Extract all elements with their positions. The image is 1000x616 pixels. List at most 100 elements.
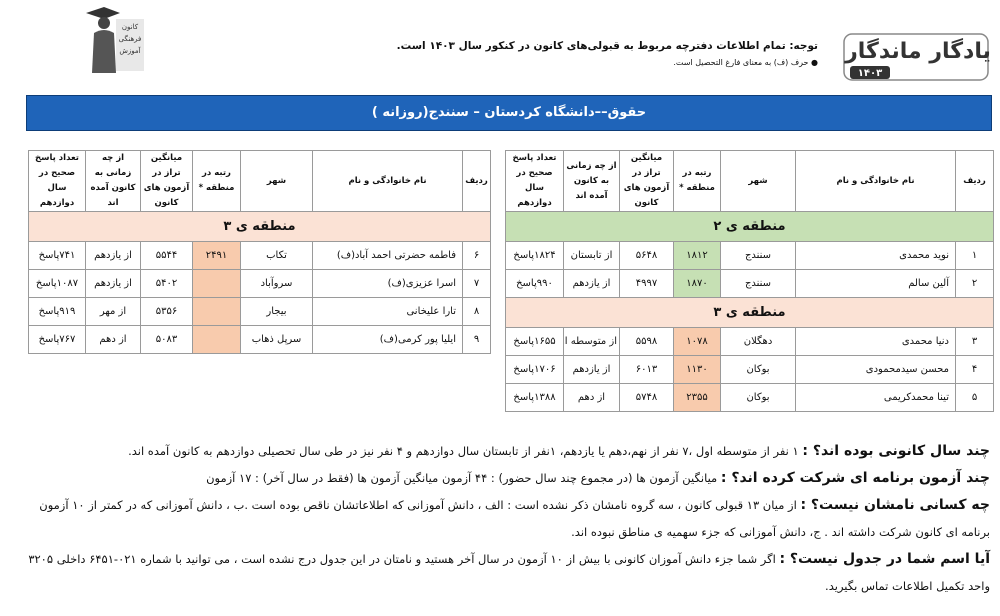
region-row: منطقه ی ۳	[28, 211, 491, 242]
joined-since: از دهم	[85, 325, 141, 354]
average-score: ۵۵۹۸	[619, 327, 674, 356]
region-label: منطقه ی ۳	[505, 297, 994, 328]
row-number: ۲	[955, 269, 994, 298]
city: بوکان	[720, 355, 796, 384]
data-row: ۶ فاطمه حضرتی احمد آباد(ف) تکاب ۲۴۹۱ ۵۵۴۴ از …	[28, 241, 491, 270]
row-number: ۴	[955, 355, 994, 384]
data-row: ۴ محسن سیدمحمودی بوکان ۱۱۳۰ ۶۰۱۳ از یازدهم ۱۷۰…	[505, 355, 994, 384]
brand-year: ۱۴۰۳	[858, 68, 882, 79]
logo-text: کانون	[122, 23, 139, 31]
column-header: از چه زمانی به کانون آمده اند	[563, 150, 620, 212]
column-header: تعداد پاسخ صحیح در سال دوازدهم	[28, 150, 86, 212]
average-score: ۵۵۴۴	[140, 241, 193, 270]
correct-answers: ۷۶۷پاسخ	[28, 325, 86, 354]
column-header: میانگین تراز در آزمون های کانون	[140, 150, 193, 212]
column-header: رتبه در منطقه *	[192, 150, 241, 212]
column-header: ردیف	[955, 150, 994, 212]
student-name: تینا محمدکریمی	[795, 383, 956, 412]
joined-since: از دهم	[563, 383, 620, 412]
faq-item: چند سال کانونی بوده اند؟ : ۱ نفر از متوس…	[28, 438, 990, 465]
year-badge	[850, 66, 890, 79]
faq-question: آیا اسم شما در جدول نیست؟ :	[779, 551, 990, 567]
joined-since: از یازدهم	[85, 241, 141, 270]
joined-since: از مهر	[85, 297, 141, 326]
average-score: ۵۶۴۸	[619, 241, 674, 270]
row-number: ۸	[462, 297, 491, 326]
student-name: نوید محمدی	[795, 241, 956, 270]
notice: توجه: تمام اطلاعات دفترچه مربوط به قبولی…	[396, 40, 818, 52]
student-name: دنیا محمدی	[795, 327, 956, 356]
row-number: ۶	[462, 241, 491, 270]
student-name: تارا علیخانی	[312, 297, 463, 326]
faq-question: چند آزمون برنامه ای شرکت کرده اند؟ :	[720, 470, 990, 486]
correct-answers: ۹۱۹پاسخ	[28, 297, 86, 326]
faq-answer: میانگین آزمون ها (در مجموع چند سال حضور)…	[206, 471, 718, 485]
correct-answers: ۱۳۸۸پاسخ	[505, 383, 564, 412]
student-name: اسرا عزیزی(ف)	[312, 269, 463, 298]
faq-item: چه کسانی نامشان نیست؟ : از میان ۱۳ قبولی…	[28, 492, 990, 546]
average-score: ۵۴۰۲	[140, 269, 193, 298]
correct-answers: ۹۹۰پاسخ	[505, 269, 564, 298]
correct-answers: ۱۶۵۵پاسخ	[505, 327, 564, 356]
average-score: ۵۰۸۳	[140, 325, 193, 354]
rank: ۱۰۷۸	[673, 327, 721, 356]
average-score: ۶۰۱۳	[619, 355, 674, 384]
column-header: میانگین تراز در آزمون های کانون	[619, 150, 674, 212]
region-row: منطقه ی ۳	[505, 297, 994, 328]
student-name: محسن سیدمحمودی	[795, 355, 956, 384]
results-table: ردیف نام خانوادگی و نام شهر رتبه در منطقه *…	[505, 150, 994, 412]
faq-question: چند سال کانونی بوده اند؟ :	[802, 443, 990, 459]
faq-item: آیا اسم شما در جدول نیست؟ : اگر شما جزء …	[28, 546, 990, 600]
student-name: فاطمه حضرتی احمد آباد(ف)	[312, 241, 463, 270]
correct-answers: ۷۴۱پاسخ	[28, 241, 86, 270]
student-name: آلین سالم	[795, 269, 956, 298]
rank	[192, 297, 241, 326]
gown	[92, 30, 116, 73]
faq-item: چند آزمون برنامه ای شرکت کرده اند؟ : میا…	[28, 465, 990, 492]
row-number: ۹	[462, 325, 491, 354]
cap	[86, 7, 120, 19]
banner: حقوق––دانشگاه کردستان – سنندج(روزانه )	[26, 95, 992, 131]
city: تکاب	[240, 241, 313, 270]
joined-since: از یازدهم	[563, 355, 620, 384]
average-score: ۴۹۹۷	[619, 269, 674, 298]
data-row: ۲ آلین سالم سنندج ۱۸۷۰ ۴۹۹۷ از یازدهم ۹۹۰پاسخ	[505, 269, 994, 298]
column-header: نام خانوادگی و نام	[795, 150, 956, 212]
average-score: ۵۷۴۸	[619, 383, 674, 412]
faq-answer: ۱ نفر از متوسطه اول ،۷ نفر از نهم،دهم یا…	[128, 444, 799, 458]
city: بوکان	[720, 383, 796, 412]
faq: چند سال کانونی بوده اند؟ : ۱ نفر از متوس…	[28, 438, 990, 600]
rank: ۱۱۳۰	[673, 355, 721, 384]
column-header: نام خانوادگی و نام	[312, 150, 463, 212]
logo-text: فرهنگی	[119, 34, 142, 43]
city: سنندج	[720, 241, 796, 270]
joined-since: از تابستان	[563, 241, 620, 270]
region-label: منطقه ی ۳	[28, 211, 491, 242]
data-row: ۱ نوید محمدی سنندج ۱۸۱۲ ۵۶۴۸ از تابستان ۱۸۲۴پا…	[505, 241, 994, 270]
note: ● حرف (ف) به معنای فارغ التحصیل است.	[673, 58, 818, 67]
joined-since: از یازدهم	[85, 269, 141, 298]
average-score: ۵۳۵۶	[140, 297, 193, 326]
faq-answer: از میان ۱۳ قبولی کانون ، سه گروه نامشان …	[39, 498, 990, 539]
faq-answer: اگر شما جزء دانش آموزان کانونی با بیش از…	[28, 552, 990, 593]
head	[98, 17, 110, 29]
column-header: شهر	[720, 150, 796, 212]
data-row: ۵ تینا محمدکریمی بوکان ۲۳۵۵ ۵۷۴۸ از دهم ۱۳۸۸پا…	[505, 383, 994, 412]
rank	[192, 269, 241, 298]
brand-name: یادگار ماندگار	[844, 37, 990, 64]
city: سنندج	[720, 269, 796, 298]
kanoon-logo: کانون فرهنگی آموزش	[86, 7, 144, 73]
rank: ۱۸۱۲	[673, 241, 721, 270]
rank: ۲۳۵۵	[673, 383, 721, 412]
joined-since: از متوسطه اول	[563, 327, 620, 356]
correct-answers: ۱۷۰۶پاسخ	[505, 355, 564, 384]
data-row: ۹ ایلیا پور کرمی(ف) سرپل ذهاب ۵۰۸۳ از دهم ۷۶۷…	[28, 325, 491, 354]
correct-answers: ۱۸۲۴پاسخ	[505, 241, 564, 270]
row-number: ۱	[955, 241, 994, 270]
region-label: منطقه ی ۲	[505, 211, 994, 242]
data-row: ۷ اسرا عزیزی(ف) سروآباد ۵۴۰۲ از یازدهم ۱۰۸۷پا…	[28, 269, 491, 298]
region-row: منطقه ی ۲	[505, 211, 994, 242]
row-number: ۵	[955, 383, 994, 412]
